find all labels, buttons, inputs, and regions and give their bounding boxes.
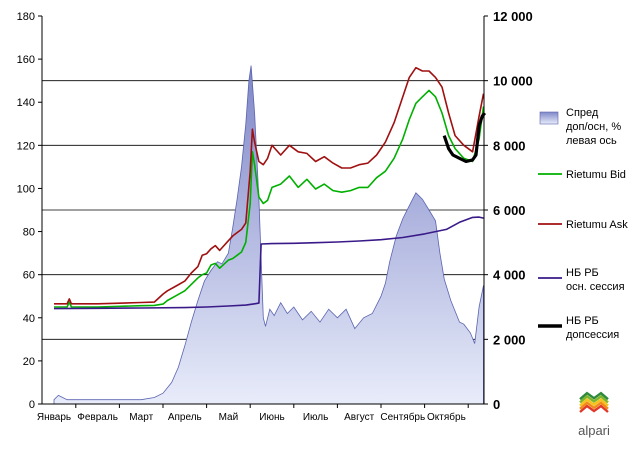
legend-label-1: Rietumu Bid — [566, 169, 626, 181]
left-tick-label: 140 — [17, 97, 35, 109]
x-tick-label: Февраль — [77, 412, 118, 423]
x-tick-label: Сентябрь — [380, 411, 425, 423]
logo-text: alpari — [578, 423, 610, 438]
left-tick-label: 0 — [29, 399, 35, 411]
left-tick-label: 160 — [17, 54, 35, 66]
right-tick-label: 0 — [493, 397, 500, 412]
x-tick-label: Апрель — [168, 412, 202, 423]
x-tick-label: Март — [129, 412, 153, 423]
left-tick-label: 100 — [17, 183, 35, 195]
x-tick-label: Июль — [303, 412, 329, 423]
logo-wave-3 — [579, 394, 609, 404]
left-tick-label: 20 — [23, 356, 35, 368]
axes: 0 20 40 60 80 100 120 140 160 180 0 2 000 4 000 6 000… — [17, 9, 533, 423]
series-line-1 — [54, 89, 485, 308]
right-tick-label: 8 000 — [493, 138, 526, 153]
legend-swatch-area — [539, 111, 559, 125]
right-tick-label: 12 000 — [493, 9, 533, 24]
right-tick-label: 6 000 — [493, 203, 526, 218]
legend-label-4: НБ РБ допсессия — [566, 315, 619, 341]
legend-label-0: Спред доп/осн, % левая ось — [566, 107, 621, 147]
spread-area-layer — [53, 65, 484, 405]
left-tick-label: 60 — [23, 270, 35, 282]
right-tick-label: 2 000 — [493, 332, 526, 347]
series-lines-layer — [53, 66, 487, 310]
series-line-2 — [54, 66, 485, 305]
legend-label-3: НБ РБ осн. сессия — [566, 267, 625, 293]
series-line-4 — [442, 111, 487, 164]
alpari-logo: alpari — [578, 391, 610, 438]
logo-wave-4 — [579, 391, 609, 401]
right-tick-label: 4 000 — [493, 268, 526, 283]
logo-wave-1 — [579, 401, 609, 410]
legend: Спред доп/осн, % левая ось Rietumu Bid Rietu… — [538, 107, 628, 341]
left-tick-label: 40 — [23, 313, 35, 325]
left-tick-label: 180 — [17, 11, 35, 23]
x-tick-label: Июнь — [259, 412, 284, 423]
x-tick-label: Август — [344, 412, 375, 423]
spread-area — [53, 65, 484, 405]
logo-wave-0 — [579, 404, 609, 413]
left-tick-label: 120 — [17, 140, 35, 152]
left-tick-label: 80 — [23, 227, 35, 239]
right-tick-label: 10 000 — [493, 74, 533, 89]
logo-wave-2 — [579, 398, 609, 407]
legend-label-2: Rietumu Ask — [566, 219, 628, 231]
series-line-3 — [53, 216, 484, 310]
x-tick-label: Май — [219, 412, 239, 423]
x-tick-label: Октябрь — [427, 411, 466, 423]
x-tick-label: Январь — [37, 412, 71, 423]
